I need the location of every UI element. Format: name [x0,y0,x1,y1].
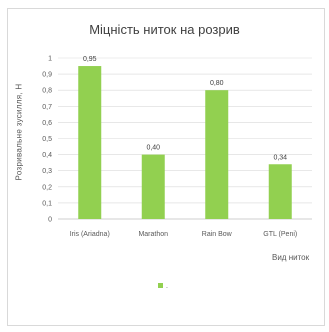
legend-label: . [166,283,168,290]
x-axis-title: Вид ниток [272,253,310,262]
y-tick-label: 0,2 [42,184,52,191]
y-tick-label: 0,8 [42,88,52,95]
y-tick-label: 0 [48,217,52,224]
y-tick-label: 0,9 [42,72,52,79]
y-tick-label: 0,6 [42,120,52,127]
y-tick-label: 1 [48,56,52,63]
chart-title: Міцність ниток на розрив [89,22,240,37]
data-label: 0,40 [146,145,160,152]
legend-swatch [158,283,163,288]
x-tick-label: Rain Bow [202,231,233,238]
y-tick-label: 0,4 [42,152,52,159]
data-label: 0,34 [273,154,287,161]
y-tick-label: 0,3 [42,168,52,175]
bar [205,90,229,219]
y-tick-label: 0,7 [42,104,52,111]
y-tick-label: 0,1 [42,200,52,207]
bar [141,154,165,219]
bar [268,164,292,219]
data-label: 0,80 [210,80,224,87]
x-tick-label: Marathon [138,231,168,238]
data-label: 0,95 [83,56,97,63]
x-tick-label: Iris (Ariadna) [70,231,110,238]
y-tick-label: 0,5 [42,136,52,143]
x-tick-label: GTL (Peni) [263,231,297,238]
bar [78,66,102,219]
